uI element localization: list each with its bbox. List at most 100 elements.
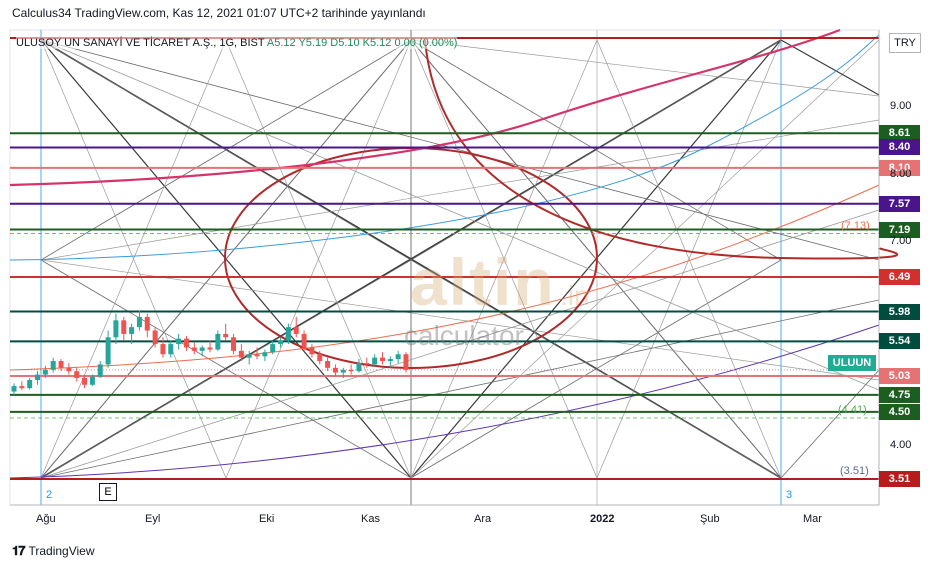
gann-fan-line <box>410 39 880 97</box>
gann-fan-line <box>780 39 880 96</box>
gann-fan-line <box>225 39 412 479</box>
candle-body <box>183 338 189 348</box>
candle-body <box>387 359 393 362</box>
red-arc <box>424 39 899 260</box>
gann-fan-line <box>40 39 880 261</box>
gann-fan-line <box>40 259 880 381</box>
candle-body <box>58 361 64 368</box>
candle-body <box>191 347 197 351</box>
gann-fan-line <box>40 39 227 479</box>
candle-body <box>27 380 33 389</box>
gann-fan-line <box>410 259 782 479</box>
candlestick-series <box>11 310 409 395</box>
x-tick-label: Eyl <box>145 513 161 525</box>
candle-body <box>317 354 323 362</box>
candle-body <box>35 374 41 381</box>
candle-body <box>309 347 315 355</box>
gann-fan-line <box>410 39 782 261</box>
price-label: 8.10 <box>879 159 920 176</box>
candle-body <box>105 337 111 365</box>
candle-body <box>136 316 142 328</box>
candle-body <box>11 386 17 392</box>
price-label: 4.50 <box>879 403 920 420</box>
x-tick-label: Ara <box>474 513 492 525</box>
watermark-sub: calculator <box>404 320 524 351</box>
candle-body <box>278 340 284 345</box>
candle-body <box>129 327 135 334</box>
candle-body <box>199 347 205 351</box>
y-tick-label: 8.00 <box>890 167 912 180</box>
candle-body <box>246 354 252 358</box>
y-tick-label: 4.00 <box>890 438 912 451</box>
price-label: 8.40 <box>879 139 920 156</box>
gann-fan-line <box>410 39 598 479</box>
candle-body <box>332 367 338 373</box>
gann-fan-line <box>40 39 412 261</box>
candle-body <box>113 320 119 338</box>
price-label: 6.49 <box>879 268 920 285</box>
x-tick-label: Mar <box>803 513 822 525</box>
candle-body <box>285 327 291 341</box>
x-tick-label: Ağu <box>36 513 56 525</box>
gann-fan-line <box>410 39 880 479</box>
candle-body <box>176 338 182 345</box>
candle-body <box>121 320 127 334</box>
symbol-name: ULUSOY UN SANAYİ VE TİCARET A.Ş., 1G, BI… <box>16 37 265 49</box>
gann-fan-line <box>40 299 880 479</box>
level-annotation: (7.13) <box>841 219 870 232</box>
gann-fan-line <box>40 209 880 479</box>
candle-body <box>89 376 95 385</box>
candle-body <box>395 354 401 359</box>
price-label: 7.19 <box>879 221 920 238</box>
candle-body <box>160 344 166 355</box>
candle-body <box>301 333 307 348</box>
candle-body <box>66 367 72 372</box>
x-tick-label: Şub <box>700 513 720 525</box>
candle-body <box>270 344 276 353</box>
price-label: 5.54 <box>879 333 920 350</box>
x-tick-label: 2022 <box>590 513 615 525</box>
currency-button[interactable]: TRY <box>889 33 921 53</box>
publish-line: Calculus34 TradingView.com, Kas 12, 2021… <box>12 6 426 20</box>
tradingview-logo-icon: 𝟏𝟕 <box>12 543 26 558</box>
chart-axes <box>10 30 880 506</box>
pink-curve <box>9 28 841 187</box>
tradingview-logo-text: TradingView <box>28 544 95 558</box>
y-tick-label: 9.00 <box>890 99 912 112</box>
candle-body <box>223 333 229 338</box>
vertical-marker-label: 2 <box>46 489 52 501</box>
candle-body <box>74 371 80 378</box>
level-annotation: (3.51) <box>840 465 869 477</box>
gann-fan-line <box>40 259 412 479</box>
candle-body <box>215 333 221 350</box>
candle-body <box>364 363 370 365</box>
tradingview-logo[interactable]: 𝟏𝟕 TradingView <box>12 543 95 559</box>
gann-fan-line <box>40 119 880 261</box>
candle-body <box>348 369 354 372</box>
candle-body <box>82 377 88 385</box>
candle-body <box>152 330 158 345</box>
candle-body <box>19 386 25 389</box>
candle-body <box>372 357 378 365</box>
candle-body <box>168 344 174 355</box>
candle-body <box>144 316 150 331</box>
earnings-event-marker[interactable]: E <box>99 483 117 501</box>
candle-body <box>254 354 260 357</box>
watermark-brand: altin <box>410 245 556 319</box>
y-tick-label: 7.00 <box>890 235 912 248</box>
symbol-legend: ULUSOY UN SANAYİ VE TİCARET A.Ş., 1G, BI… <box>16 37 458 49</box>
horizontal-levels <box>10 37 879 480</box>
x-tick-label: Kas <box>361 513 380 525</box>
purple-curve <box>9 324 880 479</box>
candle-body <box>325 361 331 368</box>
price-label: 4.75 <box>879 386 920 403</box>
ticker-tag: ULUUN <box>828 355 876 371</box>
vertical-marker-label: 3 <box>786 489 792 501</box>
candle-body <box>42 369 48 375</box>
level-annotation: (4.41) <box>838 403 867 416</box>
candle-body <box>231 337 237 351</box>
candle-body <box>293 327 299 334</box>
price-label: 5.98 <box>879 303 920 320</box>
candle-body <box>97 364 103 377</box>
